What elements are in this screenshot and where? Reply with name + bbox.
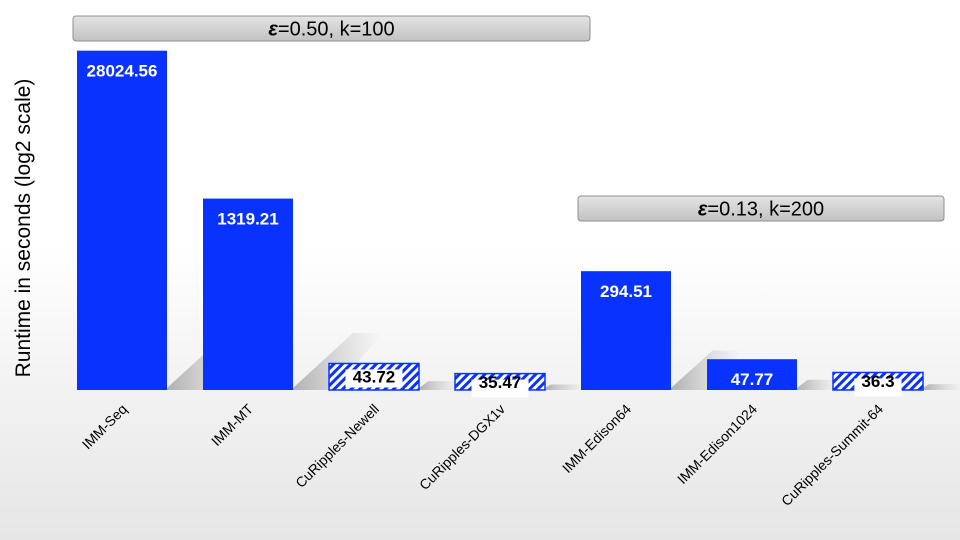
epsilon-symbol: ε xyxy=(268,19,278,41)
x-tick-label: IMM-Edison1024 xyxy=(674,401,760,487)
bar-imm-mt xyxy=(203,198,293,390)
bar-imm-edison64 xyxy=(581,271,671,390)
value-label: 1319.21 xyxy=(217,210,278,229)
x-tick-label: CuRipples-Newell xyxy=(292,401,382,491)
bar-imm-edison1024 xyxy=(707,359,797,390)
x-tick-labels-group: IMM-Seq IMM-MT CuRipples-Newell CuRipples-D… xyxy=(79,400,887,508)
value-label-background xyxy=(345,369,403,388)
annotation-1-text: =0.50, k=100 xyxy=(278,19,395,41)
bar-imm-seq xyxy=(77,50,167,390)
svg-text:ε=0.50, k=100: ε=0.50, k=100 xyxy=(268,19,394,41)
bar-shadow xyxy=(293,333,383,390)
value-label-background xyxy=(471,379,529,398)
value-label: 28024.56 xyxy=(87,62,158,81)
bar-shadow xyxy=(419,381,459,390)
annotation-banner-1: ε=0.50, k=100 xyxy=(72,15,591,42)
value-label: 35.47 xyxy=(479,373,522,392)
y-axis-label: Runtime in seconds (log2 scale) xyxy=(12,79,35,378)
x-tick-label: CuRipples-Summit-64 xyxy=(778,401,886,509)
value-labels-group: 28024.56 1319.21 43.72 35.47 294.51 47.77 36.3 xyxy=(87,62,902,398)
value-label: 294.51 xyxy=(600,282,652,301)
value-label: 43.72 xyxy=(353,368,396,387)
x-tick-label: IMM-MT xyxy=(208,400,256,448)
epsilon-symbol: ε xyxy=(698,199,708,221)
x-tick-label: IMM-Seq xyxy=(79,401,130,452)
annotation-2-text: =0.13, k=200 xyxy=(707,199,824,221)
bar-shadow xyxy=(923,384,960,390)
bar-shadow xyxy=(545,384,585,390)
value-label: 47.77 xyxy=(731,370,774,389)
annotation-banner-2: ε=0.13, k=200 xyxy=(577,195,945,222)
bar-shadow xyxy=(797,379,838,390)
x-tick-label: IMM-Edison64 xyxy=(559,401,634,476)
value-label: 36.3 xyxy=(861,372,894,391)
x-tick-label: CuRipples-DGX1v xyxy=(416,401,508,493)
svg-text:ε=0.13, k=200: ε=0.13, k=200 xyxy=(698,199,824,221)
value-label-background xyxy=(854,378,902,397)
